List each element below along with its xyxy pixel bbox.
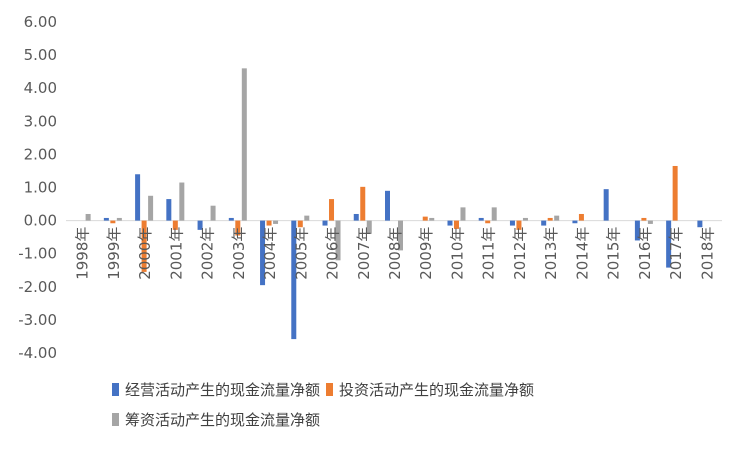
legend-row-2: 筹资活动产生的现金流量净额 [112,404,712,434]
y-tick-label: 3.00 [24,112,57,130]
x-category-label: 2005年 [292,227,310,280]
bar-financing [304,215,310,221]
bar-operating [166,199,172,221]
bar-investing [172,220,178,230]
bar-investing [485,220,491,224]
x-category-label: 2007年 [355,227,373,280]
bar-investing [672,165,678,221]
legend-label-investing: 投资活动产生的现金流量净额 [339,380,535,399]
legend-item-financing: 筹资活动产生的现金流量净额 [112,409,320,430]
legend-swatch-operating [112,382,119,396]
bar-financing [273,220,279,224]
bar-financing [460,207,466,221]
bar-financing [85,213,91,221]
bar-investing [641,217,647,221]
bar-operating [509,220,515,226]
bar-financing [554,215,560,221]
legend-label-operating: 经营活动产生的现金流量净额 [125,380,321,399]
bar-operating [634,220,640,241]
x-category-label: 2010年 [448,227,466,280]
legend: 经营活动产生的现金流量净额 投资活动产生的现金流量净额 筹资活动产生的现金流量净… [112,374,712,434]
x-category-label: 2006年 [324,227,342,280]
legend-label-financing: 筹资活动产生的现金流量净额 [125,410,321,429]
bar-financing [179,182,185,221]
x-category-label: 2017年 [667,227,685,280]
x-category-label: 2000年 [136,227,154,280]
x-category-label: 2018年 [698,227,716,280]
bar-operating [666,220,672,268]
bar-operating [697,220,703,228]
bar-operating [541,220,547,226]
x-category-label: 2016年 [636,227,654,280]
bar-operating [447,220,453,226]
x-category-label: 1998年 [74,227,92,280]
x-category-label: 2003年 [230,227,248,280]
bar-investing [266,220,272,226]
x-category-label: 2012年 [511,227,529,280]
y-tick-label: 4.00 [24,79,57,97]
bar-investing [547,217,553,221]
y-tick-label: 1.00 [24,179,57,197]
y-tick-label: -3.00 [18,311,57,329]
x-category-label: 2011年 [480,227,498,280]
bar-financing [116,217,122,221]
y-tick-label: 0.00 [24,212,57,230]
bar-investing [297,220,303,228]
x-category-label: 2001年 [167,227,185,280]
y-tick-label: -1.00 [18,245,57,263]
bar-operating [353,213,359,221]
bar-operating [103,217,109,221]
x-category-label: 2014年 [573,227,591,280]
bar-operating [385,190,390,221]
bar-investing [360,186,366,221]
bar-investing [110,220,116,224]
bar-operating [260,220,266,286]
y-tick-label: 2.00 [24,145,57,163]
bar-financing [398,220,403,251]
bar-financing [647,220,653,224]
bar-investing [453,220,459,229]
legend-item-operating: 经营活动产生的现金流量净额 [112,379,320,400]
bar-operating [197,220,203,230]
bar-operating [478,217,484,221]
y-tick-label: -4.00 [18,344,57,362]
x-category-label: 1999年 [105,227,123,280]
bar-investing [516,220,522,230]
bar-investing [141,220,147,272]
x-category-label: 2009年 [417,227,435,280]
legend-row-1: 经营活动产生的现金流量净额 投资活动产生的现金流量净额 [112,374,712,404]
bar-financing [148,195,154,221]
bar-operating [322,220,328,226]
bar-investing [578,213,584,221]
bar-financing [522,217,528,221]
bar-financing [366,220,372,234]
bar-financing [210,205,216,221]
x-category-label: 2015年 [605,227,623,280]
x-category-label: 2013年 [542,227,560,280]
bar-investing [422,216,428,221]
bar-operating [603,189,609,221]
bar-operating [228,217,234,221]
x-category-label: 2002年 [199,227,217,280]
y-tick-label: -2.00 [18,278,57,296]
bar-operating [135,174,141,221]
legend-swatch-financing [112,412,119,426]
x-category-label: 2004年 [261,227,279,280]
bar-investing [329,199,335,221]
y-tick-label: 6.00 [24,13,57,31]
bar-operating [572,220,578,224]
legend-item-investing: 投资活动产生的现金流量净额 [326,379,534,400]
bar-financing [241,68,247,221]
bar-investing [235,220,241,236]
bar-financing [335,220,341,261]
x-category-label: 2008年 [386,227,404,280]
bar-operating [291,220,297,340]
y-tick-label: 5.00 [24,46,57,64]
bar-financing [429,217,435,221]
legend-swatch-investing [326,382,334,396]
bar-financing [491,207,497,221]
